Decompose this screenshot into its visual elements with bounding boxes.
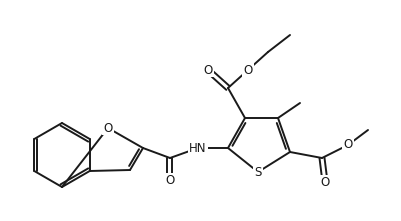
Text: O: O [342,139,352,152]
Text: S: S [254,166,261,179]
Text: O: O [203,63,212,76]
Text: O: O [243,63,252,76]
Text: O: O [320,175,329,189]
Text: HN: HN [189,141,206,154]
Text: O: O [165,173,174,187]
Text: O: O [103,122,112,135]
